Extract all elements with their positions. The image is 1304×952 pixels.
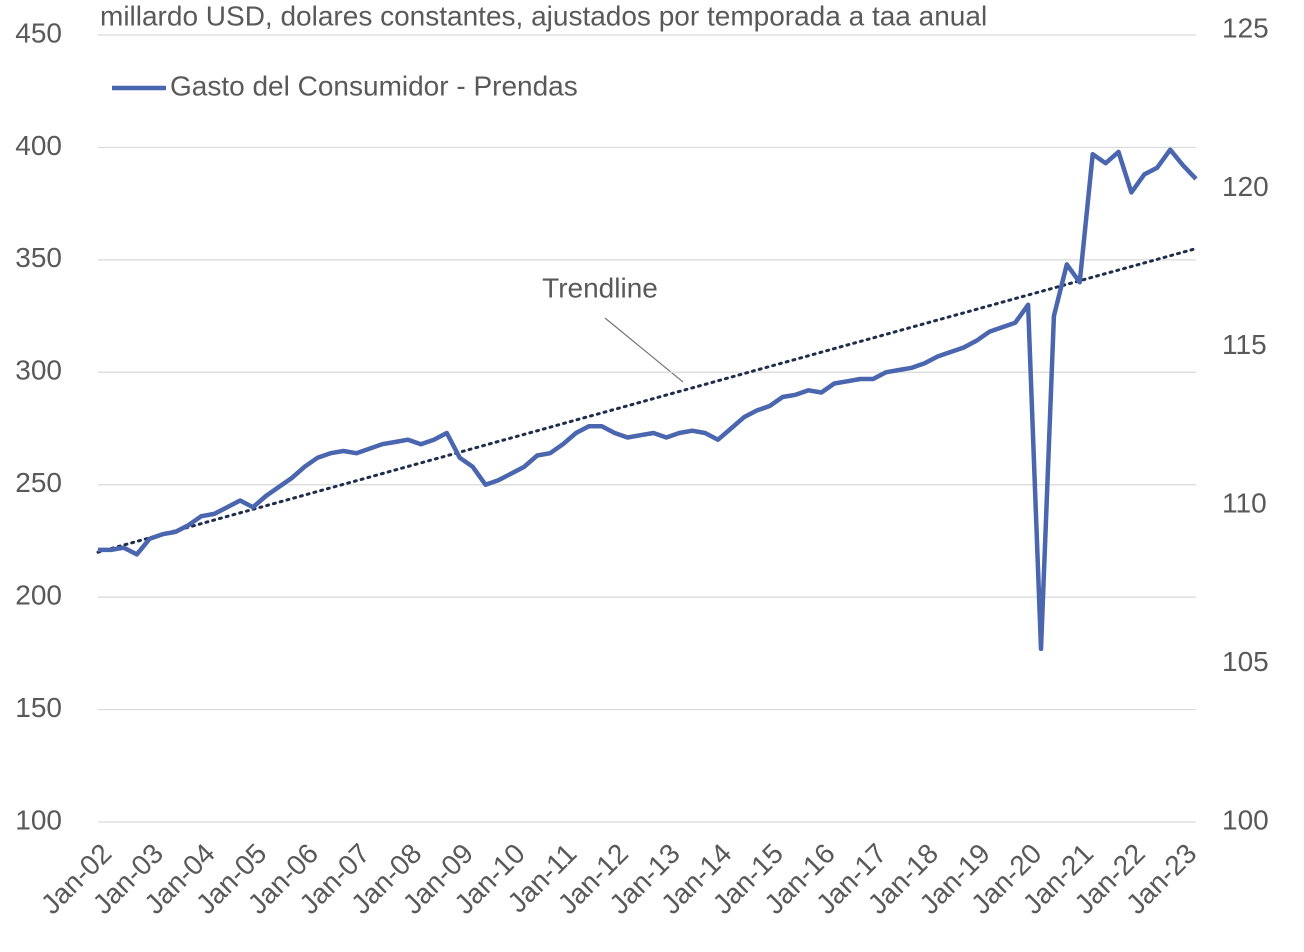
y-tick-label: 450	[15, 17, 62, 48]
series-line	[98, 147, 1198, 652]
annotation: Trendline	[542, 272, 658, 303]
y2-tick-label: 100	[1222, 804, 1269, 835]
y-tick-label: 300	[15, 355, 62, 386]
y-tick-label: 100	[15, 804, 62, 835]
y2-tick-label: 115	[1222, 329, 1267, 360]
y2-tick-label: 105	[1222, 646, 1269, 677]
y-tick-label: 250	[15, 467, 62, 498]
y2-tick-label: 120	[1222, 171, 1269, 202]
legend-label: Gasto del Consumidor - Prendas	[170, 70, 578, 101]
y2-tick-label: 110	[1222, 488, 1267, 519]
chart-title: millardo USD, dolares constantes, ajusta…	[100, 0, 987, 31]
y-tick-label: 200	[15, 580, 62, 611]
y2-tick-label: 125	[1222, 12, 1269, 43]
trendline	[96, 247, 1198, 554]
annotation-leader	[604, 317, 684, 383]
y-tick-label: 400	[15, 130, 62, 161]
y-tick-label: 150	[15, 692, 62, 723]
y-tick-label: 350	[15, 242, 62, 273]
